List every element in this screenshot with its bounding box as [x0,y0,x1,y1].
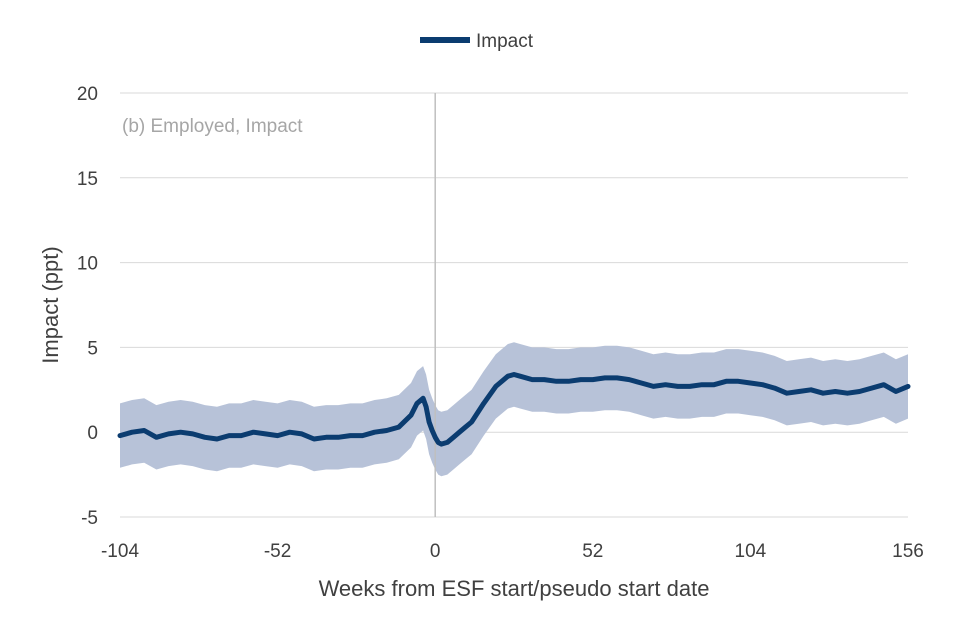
y-tick-label: 20 [77,84,98,105]
y-tick-label: 0 [87,423,98,444]
y-tick-labels: -5 0 5 10 15 20 [77,84,98,529]
y-tick-label: 10 [77,254,98,275]
x-tick-label: 52 [582,541,603,562]
confidence-band [120,342,908,477]
legend-label-impact: Impact [476,31,534,52]
x-tick-label: -104 [101,541,139,562]
y-axis-title: Impact (ppt) [38,246,63,363]
x-tick-label: -52 [264,541,291,562]
legend: Impact [420,31,534,52]
y-tick-label: 5 [87,338,98,359]
x-tick-label: 156 [892,541,924,562]
panel-label: (b) Employed, Impact [122,116,303,137]
x-axis-title: Weeks from ESF start/pseudo start date [319,576,710,601]
x-tick-labels: -104 -52 0 52 104 156 [101,541,924,562]
y-tick-label: 15 [77,169,98,190]
series-line-impact [117,372,911,447]
y-tick-label: -5 [81,508,98,529]
x-tick-label: 104 [735,541,767,562]
x-tick-label: 0 [430,541,441,562]
